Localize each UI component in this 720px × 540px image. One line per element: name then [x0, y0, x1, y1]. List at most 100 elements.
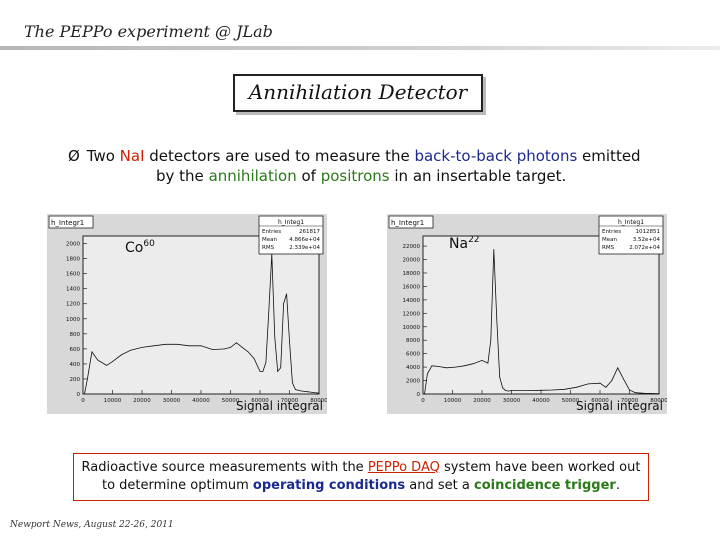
- stats-value: 4.866e+04: [289, 237, 320, 243]
- note-text-3: system have been worked out: [439, 460, 641, 475]
- data-point: [505, 390, 506, 391]
- stats-value: 3.52e+04: [633, 237, 661, 243]
- data-point: [84, 393, 85, 395]
- x-tick-label: 80000: [310, 398, 327, 404]
- y-tick-label: 0: [417, 392, 421, 398]
- data-point: [271, 253, 273, 255]
- note-coincidence-trigger: coincidence trigger: [473, 478, 616, 493]
- stats-box: [258, 215, 324, 255]
- source-mass-number: 60: [143, 239, 155, 249]
- x-tick-label: 60000: [251, 398, 269, 404]
- stats-label: Entries: [602, 229, 621, 235]
- data-point: [230, 347, 231, 348]
- x-tick-label: 50000: [562, 398, 580, 404]
- data-point: [212, 349, 214, 350]
- data-point: [528, 390, 530, 391]
- data-point: [224, 348, 226, 350]
- note-text-8: .: [615, 478, 620, 493]
- data-point: [519, 390, 521, 391]
- y-tick-label: 10000: [403, 325, 421, 331]
- plot-frame: [422, 235, 660, 395]
- co60-spectrum-plot: h_Integr1 h_Integ1 Entries 261817 Mean 4.866e…: [47, 214, 328, 414]
- hist-title-box: [388, 215, 434, 229]
- data-point: [253, 358, 255, 359]
- data-point: [241, 347, 243, 348]
- x-tick-label: 20000: [473, 398, 491, 404]
- x-tick-label: 70000: [621, 398, 639, 404]
- data-point: [200, 345, 202, 347]
- histogram-svg: h_Integr1 h_Integ1 Entries 261817 Mean 4.866e…: [47, 214, 328, 414]
- data-point: [120, 354, 122, 356]
- data-point: [177, 343, 178, 345]
- arrow-bullet-icon: Ø: [68, 147, 80, 165]
- note-text-1: Radioactive source measurements with the: [81, 460, 368, 475]
- data-point: [564, 388, 565, 390]
- x-tick-label: 10000: [444, 398, 462, 404]
- bullet-text-6: by the: [156, 167, 209, 185]
- data-point: [493, 249, 495, 250]
- data-point: [295, 389, 296, 390]
- data-point: [446, 367, 447, 369]
- bottom-note: Radioactive source measurements with the…: [74, 459, 648, 495]
- data-point: [300, 390, 302, 392]
- data-point: [262, 371, 264, 372]
- y-tick-label: 8000: [406, 338, 420, 344]
- y-tick-label: 1600: [66, 272, 80, 278]
- y-tick-label: 2000: [66, 242, 80, 248]
- data-point: [431, 365, 433, 367]
- note-text-4: to determine optimum: [102, 478, 253, 493]
- stats-title: h_Integ1: [278, 219, 304, 226]
- bullet-text-10: in an insertable target.: [389, 167, 567, 185]
- na22-spectrum-plot: h_Integr1 h_Integ1 Entries 1012851 Mean 3.52e…: [387, 214, 668, 414]
- data-point: [141, 347, 143, 348]
- data-point: [312, 392, 314, 393]
- bullet-text-5: emitted: [577, 147, 641, 165]
- y-tick-label: 800: [70, 332, 81, 338]
- stats-value: 2.339e+04: [289, 245, 320, 251]
- stats-value: 1012851: [636, 229, 661, 235]
- bullet-line-2: by the annihilation of positrons in an i…: [68, 166, 668, 186]
- data-point: [292, 382, 293, 384]
- footer-date: Newport News, August 22-26, 2011: [10, 520, 174, 530]
- data-point: [259, 371, 261, 372]
- x-tick-label: 80000: [650, 398, 667, 404]
- spectrum-line: [84, 254, 320, 395]
- x-tick-label: 10000: [104, 398, 122, 404]
- bullet-point: Ø Two NaI detectors are used to measure …: [68, 146, 668, 186]
- x-tick-label: 70000: [281, 398, 299, 404]
- data-point: [286, 293, 287, 295]
- y-tick-label: 0: [77, 392, 81, 398]
- data-point: [490, 339, 492, 341]
- stats-label: RMS: [602, 245, 615, 251]
- x-tick-label: 30000: [163, 398, 181, 404]
- bullet-positrons: positrons: [320, 167, 390, 185]
- header-title: The PEPPo experiment @ JLab: [24, 22, 273, 41]
- y-tick-label: 400: [70, 362, 81, 368]
- hist-title: h_Integr1: [51, 219, 84, 227]
- data-point: [472, 363, 474, 365]
- data-point: [97, 359, 99, 361]
- note-peppo-daq: PEPPo DAQ: [367, 460, 440, 475]
- data-point: [236, 342, 237, 344]
- y-tick-label: 22000: [403, 244, 421, 250]
- data-point: [289, 340, 290, 342]
- data-point: [635, 392, 636, 394]
- y-tick-label: 600: [70, 347, 81, 353]
- data-point: [283, 303, 284, 305]
- x-tick-label: 30000: [503, 398, 521, 404]
- x-tick-label: 0: [421, 398, 425, 404]
- data-point: [265, 362, 267, 363]
- y-tick-label: 2000: [406, 379, 420, 385]
- data-point: [587, 383, 589, 385]
- stats-box: [598, 215, 664, 255]
- bullet-annihilation: annihilation: [208, 167, 297, 185]
- bullet-nai: NaI: [119, 147, 145, 165]
- section-title: Annihilation Detector: [248, 80, 468, 104]
- y-tick-label: 12000: [403, 311, 421, 317]
- data-point: [165, 343, 166, 345]
- histogram-svg: h_Integr1 h_Integ1 Entries 1012851 Mean 3.52e…: [387, 214, 668, 414]
- data-point: [502, 387, 504, 389]
- data-point: [268, 310, 270, 312]
- x-tick-label: 40000: [532, 398, 550, 404]
- header-divider: [0, 46, 720, 50]
